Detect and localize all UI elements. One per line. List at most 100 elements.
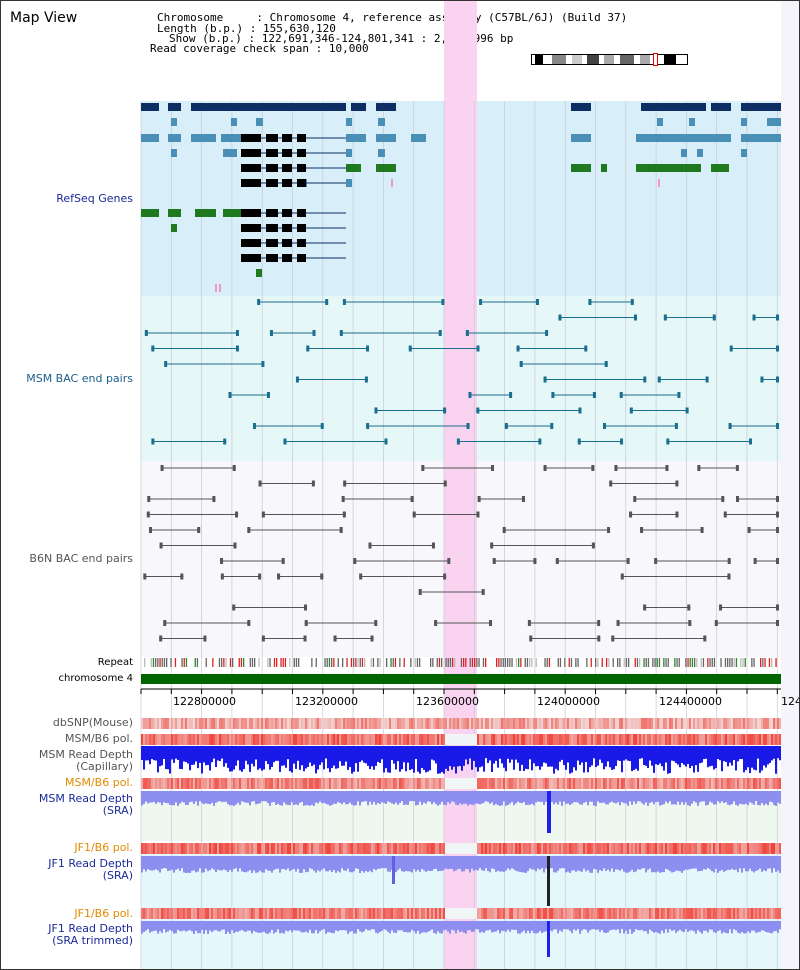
- msm-b6-pol-2-cell: [345, 778, 347, 789]
- msm-sra-depth-bar: [333, 791, 335, 804]
- jf1-b6-pol-cell: [291, 843, 293, 854]
- capillary-depth-bar: [629, 746, 631, 762]
- jf1-sra-depth-bar: [469, 856, 471, 873]
- jf1-b6-pol-2-cell: [303, 908, 305, 919]
- repeat-element: [416, 658, 419, 667]
- dbsnp-cell: [673, 718, 675, 729]
- msm-bac-end: [712, 314, 716, 321]
- msm-sra-depth-bar: [169, 791, 171, 806]
- jf1-trim-depth-bar: [319, 921, 321, 932]
- jf1-b6-pol-2-cell: [269, 908, 271, 919]
- b6n-bac-end-pairs-label[interactable]: B6N BAC end pairs: [29, 552, 133, 565]
- jf1-trim-depth-bar: [537, 921, 539, 933]
- jf1-sra-depth-bar: [311, 856, 313, 870]
- msm-b6-pol-cell: [491, 734, 493, 745]
- jf1-b6-pol-2-cell: [287, 908, 289, 919]
- msm-sra-depth-bar: [635, 791, 637, 804]
- jf1-trim-depth-bar: [603, 921, 605, 933]
- jf1-b6-pol-2-cell: [723, 908, 725, 919]
- msm-read-depth-capillary-label[interactable]: MSM Read Depth: [38, 748, 133, 761]
- dbsnp-label[interactable]: dbSNP(Mouse): [52, 716, 133, 729]
- jf1-sra-depth-bar: [371, 856, 373, 873]
- msm-sra-depth-bar: [193, 791, 195, 804]
- repeat-element: [221, 658, 223, 667]
- msm-b6-pol-2-cell: [533, 778, 535, 789]
- msm-b6-pol-2-cell: [387, 778, 389, 789]
- jf1-trim-depth-bar: [303, 921, 305, 933]
- msm-b6-pol-2-cell: [377, 778, 379, 789]
- jf1-read-depth-sra-label[interactable]: JF1 Read Depth: [48, 857, 133, 870]
- jf1-sra-depth-bar: [263, 856, 265, 873]
- msm-bac-end-pairs-label[interactable]: MSM BAC end pairs: [26, 372, 133, 385]
- capillary-depth-bar: [409, 746, 411, 770]
- msm-b6-pol-2-cell: [169, 778, 171, 789]
- jf1-b6-pol-cell: [313, 843, 315, 854]
- jf1-sra-depth-bar: [417, 856, 419, 870]
- jf1-trim-depth-bar: [703, 921, 705, 931]
- capillary-depth-bar: [151, 746, 153, 760]
- msm-b6-pol-2-cell: [461, 778, 463, 789]
- msm-sra-depth-bar: [311, 791, 313, 805]
- jf1-b6-pol-2-cell: [675, 908, 677, 919]
- msm-b6-pol-cell: [585, 734, 587, 745]
- chromosome-ideogram[interactable]: [531, 53, 688, 66]
- msm-b6-pol-2-cell: [521, 778, 523, 789]
- msm-b6-pol-cell: [599, 734, 601, 745]
- capillary-depth-bar: [509, 746, 511, 763]
- repeat-element: [586, 658, 588, 667]
- repeat-element: [403, 658, 405, 667]
- msm-b6-pol-label-2[interactable]: MSM/B6 pol.: [65, 776, 133, 789]
- jf1-b6-pol-cell: [149, 843, 151, 854]
- msm-b6-pol-2-cell: [505, 778, 507, 789]
- msm-b6-pol-2-cell: [369, 778, 371, 789]
- jf1-b6-pol-label-2[interactable]: JF1/B6 pol.: [74, 907, 133, 920]
- capillary-depth-bar: [483, 746, 485, 772]
- jf1-b6-pol-cell: [549, 843, 551, 854]
- msm-read-depth-sra-label[interactable]: MSM Read Depth: [38, 792, 133, 805]
- jf1-b6-pol-2-cell: [443, 908, 445, 919]
- jf1-b6-pol-2-cell: [237, 908, 239, 919]
- msm-sra-depth-bar: [409, 791, 411, 802]
- capillary-depth-bar: [157, 746, 159, 773]
- b6n-bac-end: [434, 620, 438, 626]
- jf1-sra-depth-bar: [317, 856, 319, 871]
- jf1-b6-pol-2-cell: [391, 908, 393, 919]
- msm-b6-pol-label-1[interactable]: MSM/B6 pol.: [65, 732, 133, 745]
- capillary-depth-bar: [197, 746, 199, 769]
- msm-b6-pol-2-cell: [147, 778, 149, 789]
- jf1-b6-pol-2-cell: [731, 908, 733, 919]
- msm-b6-pol-cell: [207, 734, 209, 745]
- msm-b6-pol-cell: [387, 734, 389, 745]
- msm-b6-pol-2-cell: [267, 778, 269, 789]
- jf1-trim-depth-bar: [177, 921, 179, 930]
- jf1-trim-depth-bar: [777, 921, 779, 933]
- msm-sra-depth-bar: [245, 791, 247, 803]
- jf1-trim-depth-bar: [505, 921, 507, 932]
- jf1-trim-depth-bar: [147, 921, 149, 930]
- jf1-trim-depth-bar: [651, 921, 653, 932]
- jf1-b6-pol-cell: [489, 843, 491, 854]
- jf1-b6-pol-cell: [659, 843, 661, 854]
- msm-b6-pol-2-cell: [675, 778, 677, 789]
- msm-b6-pol-cell: [383, 734, 385, 745]
- capillary-depth-bar: [545, 746, 547, 764]
- capillary-depth-bar: [257, 746, 259, 770]
- msm-b6-pol-2-cell: [593, 778, 595, 789]
- jf1-read-depth-trimmed-label[interactable]: JF1 Read Depth: [48, 922, 133, 935]
- jf1-sra-depth-bar: [389, 856, 391, 872]
- b6n-bac-end: [675, 480, 679, 487]
- jf1-trim-depth-bar: [561, 921, 563, 932]
- capillary-depth-bar: [625, 746, 627, 760]
- capillary-depth-bar: [367, 746, 369, 766]
- jf1-b6-pol-cell: [559, 843, 561, 854]
- refseq-genes-label[interactable]: RefSeq Genes: [56, 192, 133, 205]
- repeat-element: [768, 658, 771, 667]
- jf1-trim-depth-bar: [191, 921, 193, 932]
- jf1-b6-pol-label-1[interactable]: JF1/B6 pol.: [74, 841, 133, 854]
- repeat-element: [399, 658, 401, 667]
- msm-sra-depth-bar: [161, 791, 163, 806]
- dbsnp-cell: [219, 718, 221, 729]
- msm-b6-pol-cell: [453, 734, 455, 745]
- jf1-b6-pol-2-cell: [481, 908, 483, 919]
